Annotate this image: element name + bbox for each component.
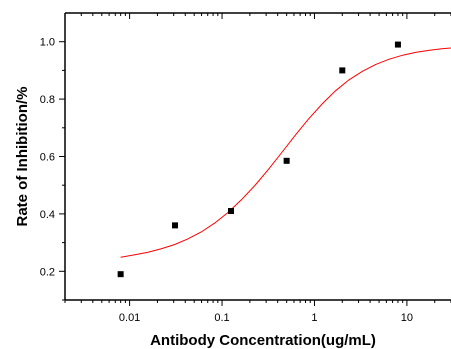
x-tick-label: 0.01 bbox=[119, 312, 140, 324]
chart-tick-labels: 0.01 0.1 1 10 0.2 0.4 0.6 0.8 1.0 bbox=[40, 37, 413, 324]
data-point bbox=[283, 157, 290, 164]
y-axis-title: Rate of Inhibition/% bbox=[14, 87, 31, 227]
x-tick-label: 0.1 bbox=[214, 312, 229, 324]
data-point bbox=[339, 67, 346, 74]
data-points bbox=[117, 41, 401, 278]
x-tick-label: 10 bbox=[401, 312, 413, 324]
data-point bbox=[394, 41, 401, 48]
y-tick-label: 0.4 bbox=[40, 209, 55, 221]
data-point bbox=[172, 222, 179, 229]
y-tick-label: 0.2 bbox=[40, 266, 55, 278]
x-axis-title: Antibody Concentration(ug/mL) bbox=[150, 332, 376, 349]
data-point bbox=[227, 208, 234, 215]
x-tick-label: 1 bbox=[311, 312, 317, 324]
y-tick-label: 0.6 bbox=[40, 152, 55, 164]
fit-curve bbox=[120, 47, 451, 258]
data-point bbox=[117, 271, 124, 278]
y-tick-label: 0.8 bbox=[40, 94, 55, 106]
chart-ticks bbox=[59, 13, 451, 306]
y-tick-label: 1.0 bbox=[40, 37, 55, 49]
